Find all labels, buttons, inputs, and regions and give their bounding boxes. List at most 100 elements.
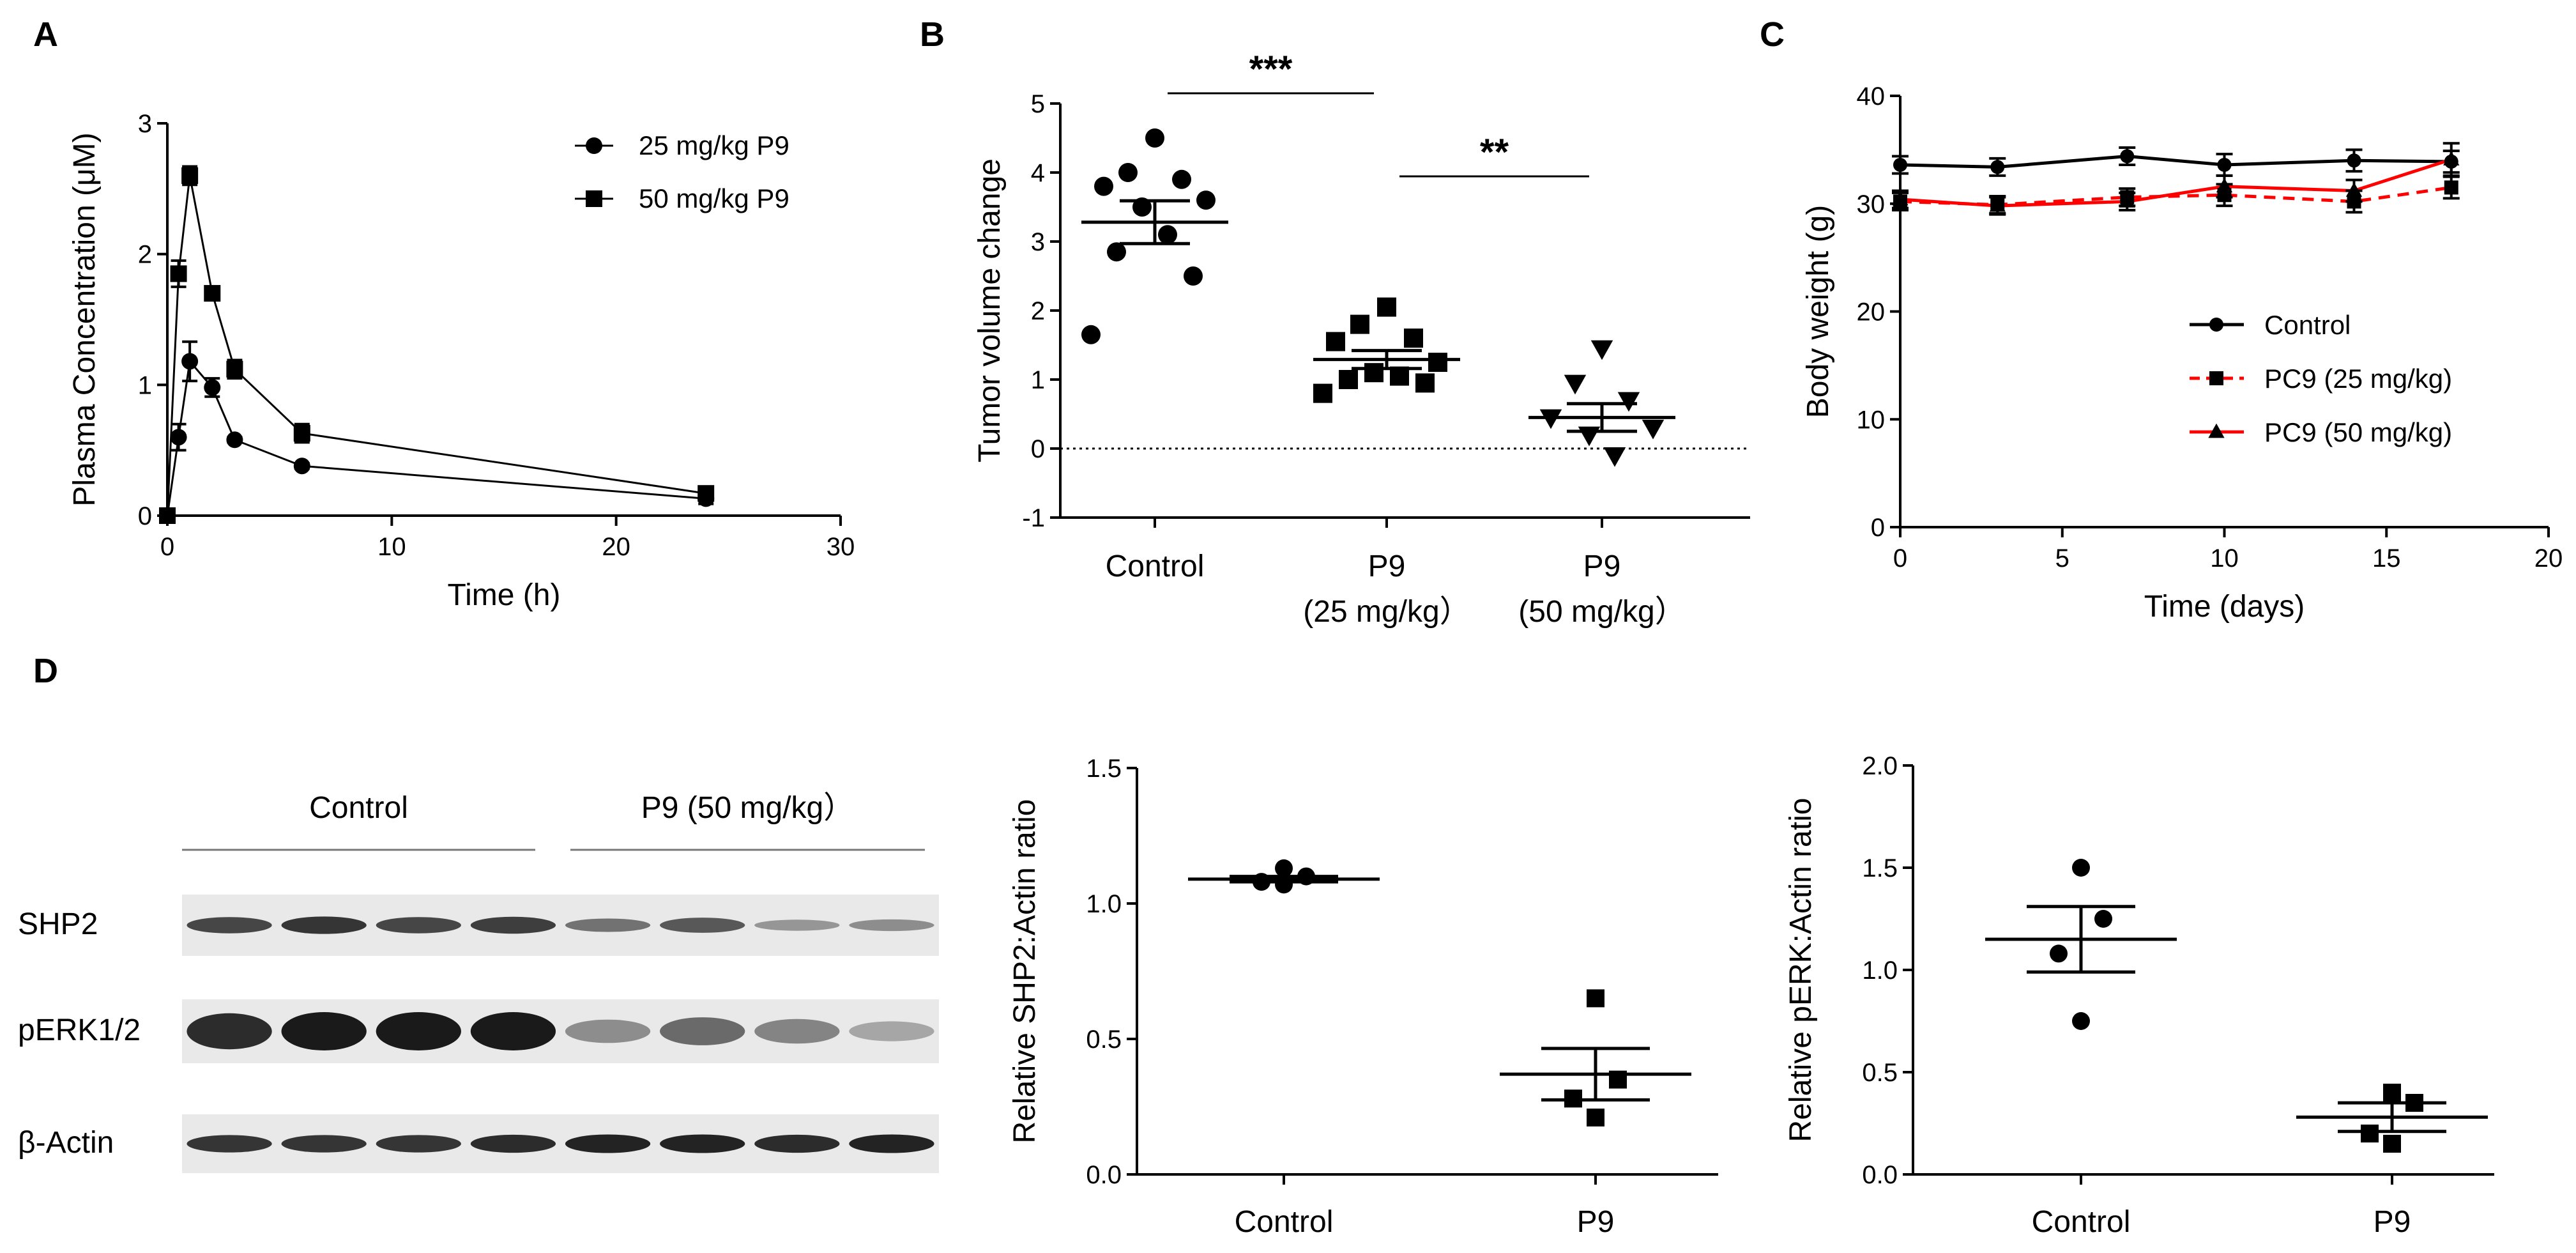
western-blot: Control P9 (50 mg/kg） SHP2 pERK1/2 β-Actin xyxy=(18,791,939,1173)
c-data-point xyxy=(2120,149,2135,164)
d1-x-tick-label: Control xyxy=(1235,1205,1334,1239)
c-x-tick-label: 5 xyxy=(2055,544,2069,573)
b-data-point xyxy=(1377,297,1396,317)
c-data-point xyxy=(2443,151,2460,165)
a-x-tick-label: 30 xyxy=(827,533,855,561)
a-y-tick-label: 2 xyxy=(138,241,152,269)
b-data-point xyxy=(1196,190,1216,210)
d2-data-point xyxy=(2383,1135,2401,1153)
c-data-point xyxy=(2216,178,2233,193)
blot-band xyxy=(187,1135,272,1153)
panel-label-a: A xyxy=(33,15,58,54)
blot-band xyxy=(754,919,840,931)
panel-label-c: C xyxy=(1760,15,1785,54)
c-legend-marker xyxy=(2209,371,2223,385)
d2-x-tick-label: P9 xyxy=(2374,1205,2411,1239)
blot-row-label: β-Actin xyxy=(18,1126,114,1160)
chart-c: 0 10 20 30 40 0 5 10 15 20 Time (days) Body weight … xyxy=(1801,82,2563,624)
b-data-point xyxy=(1145,128,1164,148)
blot-band xyxy=(754,1134,840,1153)
d2-y-axis-title: Relative pERK:Actin ratio xyxy=(1784,798,1818,1142)
d1-data-point xyxy=(1275,859,1293,877)
a-x-axis-title: Time (h) xyxy=(448,578,561,612)
d1-data-point xyxy=(1587,989,1604,1008)
a-data-point xyxy=(697,485,715,502)
c-x-tick-label: 0 xyxy=(1893,544,1907,573)
b-data-point xyxy=(1404,328,1423,348)
d1-data-point xyxy=(1587,1108,1604,1126)
blot-band xyxy=(281,1135,367,1153)
d2-data-point xyxy=(2072,859,2090,877)
a-y-tick-label: 3 xyxy=(138,110,152,138)
a-data-point xyxy=(226,431,243,449)
a-legend-label: 25 mg/kg P9 xyxy=(639,130,789,160)
a-y-tick-label: 1 xyxy=(138,371,152,399)
b-x-tick-label: P9 xyxy=(1368,550,1406,583)
b-y-tick-label: 1 xyxy=(1031,366,1045,394)
d2-data-point xyxy=(2383,1084,2401,1102)
d2-data-point xyxy=(2050,944,2068,963)
a-data-point xyxy=(204,285,221,302)
a-x-tick-label: 0 xyxy=(160,533,174,561)
a-series-line xyxy=(166,359,706,516)
b-data-point xyxy=(1094,176,1113,196)
b-data-point xyxy=(1364,363,1383,383)
c-y-tick-label: 30 xyxy=(1857,190,1886,219)
b-data-point xyxy=(1578,426,1601,447)
d1-y-tick-label: 1.5 xyxy=(1086,755,1122,783)
chart-d-shp2: 0.0 0.5 1.0 1.5 Relative SHP2:Actin ratio Con… xyxy=(1008,755,1718,1239)
c-x-tick-label: 10 xyxy=(2210,544,2239,573)
d2-y-tick-label: 0.5 xyxy=(1862,1059,1898,1087)
c-legend-label: Control xyxy=(2264,310,2351,340)
chart-b: -1 0 1 2 3 4 5 Tumor volume change Control P9 (25 … xyxy=(973,49,1750,629)
c-data-point xyxy=(2444,180,2458,195)
a-data-point xyxy=(293,425,310,442)
blot-band xyxy=(660,1134,745,1153)
blot-band xyxy=(376,1012,461,1050)
c-y-tick-label: 10 xyxy=(1857,406,1886,434)
a-x-tick-label: 10 xyxy=(377,533,406,561)
c-legend-label: PC9 (50 mg/kg) xyxy=(2264,417,2452,447)
b-y-tick-label: 5 xyxy=(1031,90,1045,118)
b-data-point xyxy=(1326,332,1345,351)
c-data-point xyxy=(2347,153,2361,168)
b-y-tick-label: 2 xyxy=(1031,297,1045,325)
d2-data-point xyxy=(2361,1125,2379,1142)
a-data-point xyxy=(170,265,187,282)
blot-band xyxy=(849,919,934,932)
c-series-line xyxy=(1900,158,2452,208)
c-legend-marker xyxy=(2209,318,2223,332)
blot-band xyxy=(281,1012,367,1050)
b-data-point xyxy=(1172,169,1191,189)
blot-group-label: Control xyxy=(309,791,408,825)
b-y-tick-label: 3 xyxy=(1031,228,1045,256)
b-data-point xyxy=(1564,374,1587,395)
c-legend-marker xyxy=(2208,423,2225,438)
blot-band xyxy=(281,916,367,934)
b-data-point xyxy=(1415,373,1435,393)
c-y-tick-label: 20 xyxy=(1857,298,1886,327)
blot-band xyxy=(187,917,272,934)
a-x-tick-label: 20 xyxy=(602,533,630,561)
b-x-tick-sublabel: (50 mg/kg） xyxy=(1518,595,1685,629)
d1-y-tick-label: 1.0 xyxy=(1086,890,1122,918)
c-data-point xyxy=(1989,197,2006,212)
blot-band xyxy=(660,918,745,933)
c-y-tick-label: 40 xyxy=(1857,82,1886,111)
c-data-point xyxy=(2119,193,2135,208)
a-data-point xyxy=(204,379,221,396)
a-legend-marker xyxy=(586,137,602,154)
c-x-tick-label: 20 xyxy=(2534,544,2563,573)
blot-group-label: P9 (50 mg/kg） xyxy=(641,791,854,825)
d2-y-tick-label: 1.5 xyxy=(1862,854,1898,882)
panel-label-b: B xyxy=(920,15,945,54)
a-data-point xyxy=(170,429,187,446)
b-y-axis-title: Tumor volume change xyxy=(973,158,1007,463)
blot-band xyxy=(565,918,651,932)
c-x-axis-title: Time (days) xyxy=(2144,590,2305,624)
blot-band xyxy=(660,1017,745,1045)
b-x-tick-label: Control xyxy=(1106,550,1205,583)
blot-band xyxy=(470,1134,556,1153)
d2-x-tick-label: Control xyxy=(2032,1205,2131,1239)
a-data-point xyxy=(181,353,199,370)
